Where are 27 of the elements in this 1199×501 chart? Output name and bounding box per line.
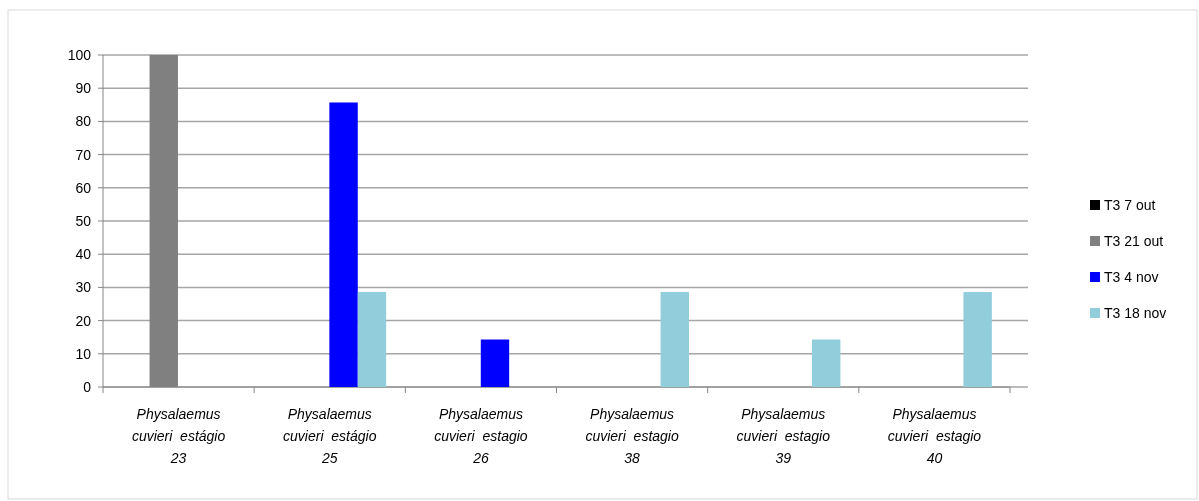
- legend-label: T3 7 out: [1104, 196, 1156, 213]
- y-tick-label: 10: [75, 345, 92, 362]
- bar: [660, 292, 689, 387]
- y-tick-label: 80: [75, 113, 92, 130]
- bar: [329, 102, 358, 387]
- x-tick-label: Physalaemus cuvieri estagio 26: [434, 406, 528, 466]
- legend-label: T3 18 nov: [1104, 304, 1167, 321]
- y-tick-label: 30: [75, 279, 92, 296]
- y-tick-label: 60: [75, 179, 92, 196]
- y-tick-label: 90: [75, 80, 92, 97]
- x-tick-label: Physalaemus cuvieri estágio 25: [283, 406, 377, 466]
- bar: [812, 339, 841, 387]
- x-tick-label: Physalaemus cuvieri estagio 40: [887, 406, 982, 466]
- y-tick-label: 100: [67, 46, 92, 63]
- x-tick-label: Physalaemus cuvieri estágio 23: [131, 406, 226, 466]
- bar: [357, 292, 387, 387]
- y-tick-label: 20: [75, 312, 92, 329]
- x-tick-label: Physalaemus cuvieri estagio 39: [736, 406, 831, 466]
- legend-label: T3 21 out: [1104, 232, 1164, 249]
- y-tick-label: 0: [83, 378, 92, 395]
- y-tick-label: 50: [75, 212, 92, 229]
- legend-label: T3 4 nov: [1104, 268, 1159, 285]
- bar: [480, 339, 510, 387]
- y-tick-label: 70: [75, 146, 92, 163]
- x-tick-label: Physalaemus cuvieri estagio 38: [585, 406, 679, 466]
- y-tick-label: 40: [75, 246, 92, 263]
- bar: [963, 292, 992, 387]
